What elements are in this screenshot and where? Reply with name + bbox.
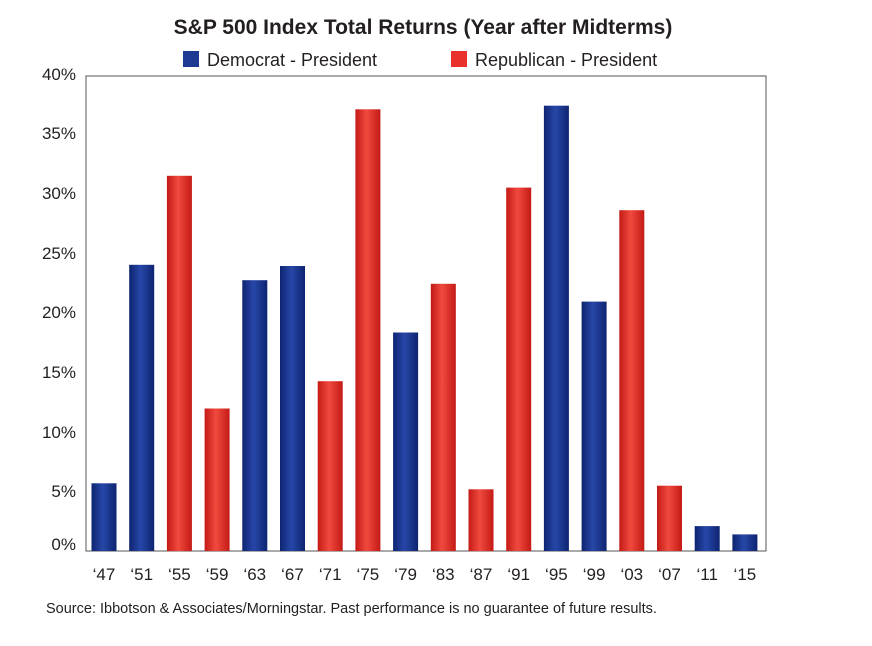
x-tick-label: ‘59 [206,565,229,584]
bar-democrat [129,264,155,551]
plot-frame [85,75,767,552]
bar-democrat [242,280,268,551]
x-tick-label: ‘07 [658,565,681,584]
legend-swatch-republican [451,51,467,67]
y-tick-label: 0% [51,535,76,554]
legend-swatch-democrat [183,51,199,67]
bar-democrat [280,266,305,551]
legend-label-democrat: Democrat - President [207,50,377,70]
x-tick-label: ‘67 [281,565,304,584]
x-tick-label: ‘47 [93,565,116,584]
plot-area [85,75,767,552]
x-axis-ticks: ‘47 ‘51 ‘55 ‘59 ‘63 ‘67 ‘71 ‘75 ‘79 ‘83 ‘87 ‘91 ‘95 ‘… [93,565,757,584]
y-tick-label: 25% [42,244,76,263]
x-tick-label: ‘79 [394,565,417,584]
y-axis-ticks: 0% 5% 10% 15% 20% 25% 30% 35% 40% [42,65,76,554]
bar-democrat [543,105,569,551]
y-tick-label: 20% [42,303,76,322]
bar-republican [657,485,682,551]
bar-republican [619,210,645,551]
y-tick-label: 40% [42,65,76,84]
chart-title: S&P 500 Index Total Returns (Year after … [174,16,673,39]
x-tick-label: ‘87 [470,565,493,584]
y-tick-label: 15% [42,363,76,382]
x-tick-label: ‘15 [734,565,757,584]
x-tick-label: ‘63 [243,565,266,584]
bar-republican [430,283,456,551]
y-tick-label: 30% [42,184,76,203]
x-tick-label: ‘11 [696,565,717,584]
bar-democrat [581,301,607,551]
source-note: Source: Ibbotson & Associates/Morningsta… [46,601,657,617]
x-tick-label: ‘03 [620,565,643,584]
x-tick-label: ‘91 [507,565,530,584]
x-tick-label: ‘99 [583,565,606,584]
legend: Democrat - President Republican - Presid… [183,50,657,70]
x-tick-label: ‘75 [357,565,380,584]
bars-group [91,105,758,552]
y-tick-label: 35% [42,124,76,143]
bar-republican [204,408,230,551]
bar-democrat [393,332,419,551]
y-tick-label: 10% [42,423,76,442]
legend-label-republican: Republican - President [475,50,657,70]
x-tick-label: ‘55 [168,565,191,584]
bar-republican [166,175,192,552]
bar-republican [317,381,343,551]
bar-democrat [91,483,117,551]
y-tick-label: 5% [51,482,76,501]
x-tick-label: ‘83 [432,565,455,584]
bar-democrat [694,526,720,551]
bar-democrat [732,534,758,551]
x-tick-label: ‘71 [319,565,342,584]
bar-republican [355,109,381,552]
x-tick-label: ‘51 [130,565,153,584]
bar-republican [506,187,532,551]
bar-republican [468,489,494,552]
x-tick-label: ‘95 [545,565,568,584]
